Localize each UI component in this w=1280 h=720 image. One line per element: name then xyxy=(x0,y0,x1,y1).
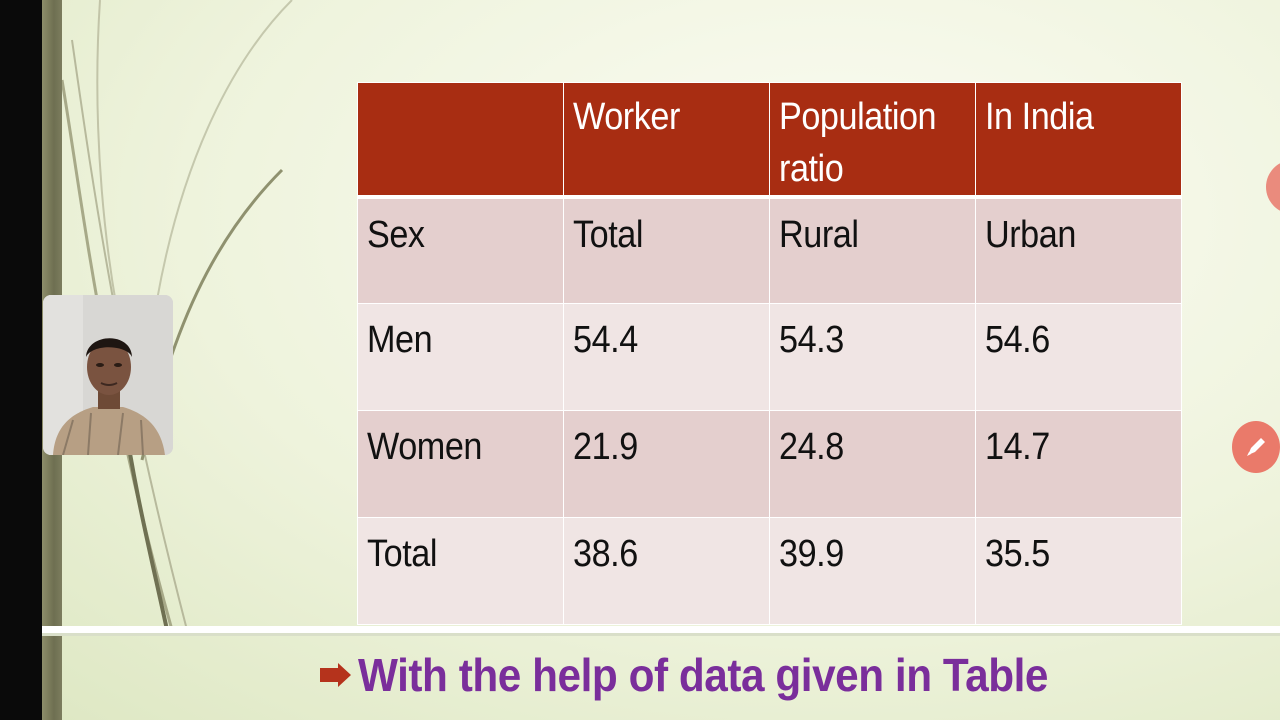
table-cell: Men xyxy=(357,302,564,411)
table-row: Sex Total Rural Urban xyxy=(357,196,1182,304)
table-header-cell: Worker xyxy=(563,82,770,199)
table-cell: Women xyxy=(357,409,564,518)
table-row: Total 38.6 39.9 35.5 xyxy=(357,516,1182,625)
table-cell: Sex xyxy=(357,196,564,304)
worker-population-ratio-table: Worker Population ratio In India Sex Tot… xyxy=(357,82,1182,625)
table-cell: 54.4 xyxy=(563,302,770,411)
table-cell: Urban xyxy=(975,196,1182,304)
footer-text: With the help of data given in Table xyxy=(358,649,1048,701)
table-header-cell xyxy=(357,82,564,199)
side-panel-button[interactable] xyxy=(1266,160,1280,214)
table-row: Men 54.4 54.3 54.6 xyxy=(357,302,1182,411)
slide-divider xyxy=(42,626,1280,633)
presenter-icon xyxy=(43,295,173,455)
table-cell: 21.9 xyxy=(563,409,770,518)
table-cell: 54.6 xyxy=(975,302,1182,411)
table-header-cell: Population ratio xyxy=(769,82,976,199)
table-row: Women 21.9 24.8 14.7 xyxy=(357,409,1182,518)
pen-tool-button[interactable] xyxy=(1232,421,1280,473)
pen-icon xyxy=(1247,438,1265,456)
arrow-bullet-icon xyxy=(320,663,351,687)
table-header-row: Worker Population ratio In India xyxy=(357,82,1182,199)
table-cell: Rural xyxy=(769,196,976,304)
table-cell: 24.8 xyxy=(769,409,976,518)
slide-divider-shadow xyxy=(42,633,1280,636)
table-cell: 14.7 xyxy=(975,409,1182,518)
table-header-cell: In India xyxy=(975,82,1182,199)
table-cell: Total xyxy=(357,516,564,625)
table-cell: Total xyxy=(563,196,770,304)
table-cell: 35.5 xyxy=(975,516,1182,625)
table-cell: 39.9 xyxy=(769,516,976,625)
footer-bullet: With the help of data given in Table xyxy=(318,640,1108,710)
table-cell: 38.6 xyxy=(563,516,770,625)
webcam-video xyxy=(43,295,173,455)
table-cell: 54.3 xyxy=(769,302,976,411)
left-black-bar xyxy=(0,0,42,720)
